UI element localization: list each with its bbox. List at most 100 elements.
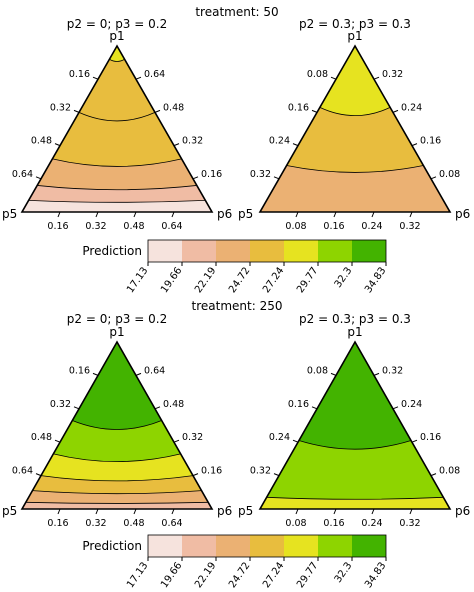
tick-label-bottom: 0.16	[323, 518, 344, 529]
tick-mark	[273, 176, 280, 180]
triangle-outline	[258, 340, 452, 510]
tick-label-right: 0.16	[201, 169, 222, 180]
plot-subtitle: p2 = 0; p3 = 0.2	[67, 312, 167, 326]
tick-label-left: 0.16	[69, 365, 90, 376]
legend-break-label: 34.83	[363, 560, 388, 590]
legend-break-label: 17.13	[125, 560, 150, 590]
legend-swatch	[216, 240, 250, 262]
tick-mark	[373, 76, 380, 80]
vertex-label-top: p1	[347, 325, 362, 339]
legend-break-label: 22.19	[193, 265, 218, 295]
tick-label-bottom: 0.64	[161, 518, 182, 529]
tick-label-bottom: 0.16	[323, 221, 344, 232]
tick-mark	[333, 508, 337, 515]
vertex-label-right: p6	[217, 207, 232, 221]
tick-label-right: 0.08	[439, 466, 460, 477]
vertex-label-right: p6	[217, 504, 232, 518]
color-legend: Prediction 17.13 19.66 22.19 24.72 27.24 29.77…	[82, 239, 388, 295]
tick-mark	[330, 76, 337, 80]
contour-line	[109, 58, 125, 62]
tick-mark	[330, 372, 337, 376]
tick-mark	[154, 406, 161, 410]
tick-mark	[173, 439, 180, 443]
tick-label-right: 0.32	[182, 432, 203, 443]
tick-label-right: 0.48	[163, 399, 184, 410]
tick-mark	[411, 143, 418, 147]
tick-label-right: 0.64	[144, 365, 165, 376]
plot-subtitle: p2 = 0; p3 = 0.2	[67, 17, 167, 31]
legend-break-label: 27.24	[261, 265, 286, 295]
tick-label-left: 0.16	[69, 69, 90, 80]
ternary-plot: 0.16 0.32 0.48 0.64 0.64 0.48 0.32 0.16 0.16 0.32…	[12, 44, 222, 232]
contour-band	[298, 342, 412, 450]
tick-mark	[173, 143, 180, 147]
plot-subtitle: p2 = 0.3; p3 = 0.3	[299, 17, 411, 31]
tick-label-left: 0.32	[250, 169, 271, 180]
vertex-label-right: p6	[455, 207, 470, 221]
tick-mark	[92, 372, 99, 376]
legend-break-label: 32.3	[333, 265, 355, 290]
tick-label-right: 0.32	[382, 69, 403, 80]
legend-swatch	[284, 240, 318, 262]
tick-mark	[430, 473, 437, 477]
tick-mark	[35, 176, 42, 180]
legend-title: Prediction	[82, 244, 142, 258]
tick-label-bottom: 0.16	[47, 221, 68, 232]
tick-label-left: 0.32	[250, 466, 271, 477]
triangle-outline	[20, 44, 214, 213]
tick-label-bottom: 0.08	[285, 518, 306, 529]
tick-mark	[35, 473, 42, 477]
legend-break-label: 29.77	[295, 265, 320, 295]
contour-band	[72, 342, 162, 430]
contour-line	[319, 107, 391, 116]
tick-mark	[133, 211, 137, 218]
contour-line	[28, 199, 206, 203]
legend-swatch	[352, 240, 386, 262]
legend-break-label: 19.66	[159, 560, 184, 590]
triangle-outline	[20, 340, 214, 510]
tick-mark	[54, 143, 61, 147]
tick-label-left: 0.48	[31, 432, 52, 443]
vertex-label-right: p6	[455, 504, 470, 518]
contour-line	[286, 165, 424, 173]
tick-label-right: 0.48	[163, 102, 184, 113]
tick-label-bottom: 0.16	[47, 518, 68, 529]
tick-mark	[192, 473, 199, 477]
vertex-label-left: p5	[238, 207, 253, 221]
contour-line	[32, 490, 202, 495]
tick-label-bottom: 0.32	[399, 518, 420, 529]
tick-mark	[392, 406, 399, 410]
vertex-label-top: p1	[109, 325, 124, 339]
contour-line	[40, 475, 194, 482]
tick-mark	[171, 508, 175, 515]
legend-title: Prediction	[82, 539, 142, 553]
tick-mark	[295, 508, 299, 515]
legend-break-label: 17.13	[125, 265, 150, 295]
contour-line	[78, 112, 156, 122]
tick-mark	[373, 372, 380, 376]
legend-swatch	[352, 535, 386, 557]
tick-mark	[273, 473, 280, 477]
tick-label-left: 0.48	[31, 136, 52, 147]
tick-label-left: 0.08	[307, 69, 328, 80]
triangle-outline	[258, 44, 452, 213]
tick-mark	[295, 211, 299, 218]
ternary-plot: 0.08 0.16 0.24 0.32 0.32 0.24 0.16 0.08 0.08 0.16…	[250, 44, 460, 232]
tick-label-left: 0.64	[12, 169, 33, 180]
tick-mark	[171, 211, 175, 218]
tick-mark	[371, 211, 375, 218]
tick-mark	[409, 508, 413, 515]
legend-break-label: 19.66	[159, 265, 184, 295]
legend-break-label: 22.19	[193, 560, 218, 590]
legend-swatch	[182, 240, 216, 262]
legend-frame	[147, 239, 387, 263]
tick-label-left: 0.16	[288, 399, 309, 410]
tick-label-bottom: 0.32	[85, 221, 106, 232]
tick-label-right: 0.16	[420, 432, 441, 443]
tick-label-right: 0.32	[182, 136, 203, 147]
legend-swatch	[284, 535, 318, 557]
tick-mark	[311, 406, 318, 410]
tick-label-bottom: 0.32	[399, 221, 420, 232]
contour-line	[266, 496, 444, 500]
